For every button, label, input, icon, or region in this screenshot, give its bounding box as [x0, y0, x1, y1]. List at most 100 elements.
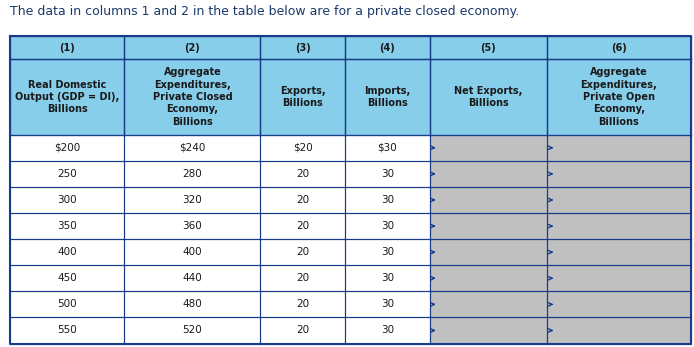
- Bar: [547, 318, 691, 344]
- Bar: [124, 318, 260, 344]
- Bar: [260, 36, 345, 59]
- Bar: [260, 213, 345, 239]
- Bar: [10, 36, 124, 59]
- Bar: [345, 187, 430, 213]
- Bar: [10, 265, 124, 291]
- Text: 350: 350: [58, 221, 77, 231]
- Text: 480: 480: [183, 299, 202, 310]
- Bar: [430, 265, 547, 291]
- Text: $20: $20: [293, 143, 312, 153]
- Bar: [430, 213, 547, 239]
- Text: 20: 20: [296, 325, 310, 336]
- Text: Aggregate
Expenditures,
Private Open
Economy,
Billions: Aggregate Expenditures, Private Open Eco…: [580, 67, 657, 127]
- Bar: [345, 291, 430, 318]
- Bar: [124, 291, 260, 318]
- Text: 450: 450: [58, 273, 77, 283]
- Text: (6): (6): [611, 43, 627, 53]
- Text: 440: 440: [183, 273, 202, 283]
- Text: (5): (5): [480, 43, 496, 53]
- Text: 20: 20: [296, 299, 310, 310]
- Bar: [124, 161, 260, 187]
- Bar: [547, 135, 691, 161]
- Text: 400: 400: [58, 247, 77, 257]
- Bar: [547, 161, 691, 187]
- Text: 20: 20: [296, 195, 310, 205]
- Text: 20: 20: [296, 247, 310, 257]
- Bar: [10, 135, 124, 161]
- Bar: [345, 161, 430, 187]
- Text: The data in columns 1 and 2 in the table below are for a private closed economy.: The data in columns 1 and 2 in the table…: [10, 5, 520, 18]
- Bar: [430, 187, 547, 213]
- Bar: [345, 265, 430, 291]
- Bar: [10, 239, 124, 265]
- Text: 360: 360: [183, 221, 202, 231]
- Text: 30: 30: [381, 169, 393, 179]
- Text: Exports,
Billions: Exports, Billions: [280, 86, 325, 108]
- Bar: [430, 36, 547, 59]
- Bar: [260, 59, 345, 135]
- Bar: [260, 265, 345, 291]
- Bar: [124, 36, 260, 59]
- Bar: [260, 135, 345, 161]
- Text: 500: 500: [58, 299, 77, 310]
- Bar: [124, 187, 260, 213]
- Bar: [547, 59, 691, 135]
- Text: 520: 520: [183, 325, 202, 336]
- Bar: [430, 318, 547, 344]
- Text: 250: 250: [58, 169, 77, 179]
- Text: 20: 20: [296, 273, 310, 283]
- Bar: [345, 36, 430, 59]
- Text: Aggregate
Expenditures,
Private Closed
Economy,
Billions: Aggregate Expenditures, Private Closed E…: [153, 67, 232, 127]
- Text: Real Domestic
Output (GDP = DI),
Billions: Real Domestic Output (GDP = DI), Billion…: [15, 80, 119, 115]
- Bar: [124, 239, 260, 265]
- Bar: [10, 59, 124, 135]
- Bar: [547, 187, 691, 213]
- Text: 550: 550: [58, 325, 77, 336]
- Text: Imports,
Billions: Imports, Billions: [364, 86, 410, 108]
- Text: Net Exports,
Billions: Net Exports, Billions: [454, 86, 523, 108]
- Bar: [260, 187, 345, 213]
- Bar: [10, 291, 124, 318]
- Text: 30: 30: [381, 247, 393, 257]
- Text: (2): (2): [185, 43, 201, 53]
- Bar: [260, 291, 345, 318]
- Text: (4): (4): [380, 43, 395, 53]
- Bar: [547, 213, 691, 239]
- Text: (1): (1): [60, 43, 75, 53]
- Text: 400: 400: [183, 247, 202, 257]
- Bar: [260, 318, 345, 344]
- Bar: [10, 213, 124, 239]
- Bar: [345, 135, 430, 161]
- Bar: [124, 135, 260, 161]
- Bar: [260, 239, 345, 265]
- Text: 320: 320: [183, 195, 202, 205]
- Text: $30: $30: [378, 143, 397, 153]
- Text: 300: 300: [58, 195, 77, 205]
- Bar: [10, 187, 124, 213]
- Bar: [547, 36, 691, 59]
- Bar: [10, 161, 124, 187]
- Text: 30: 30: [381, 273, 393, 283]
- Bar: [430, 59, 547, 135]
- Bar: [10, 318, 124, 344]
- Bar: [124, 59, 260, 135]
- Text: $240: $240: [179, 143, 205, 153]
- Bar: [124, 265, 260, 291]
- Bar: [547, 291, 691, 318]
- Text: $200: $200: [54, 143, 81, 153]
- Text: 20: 20: [296, 221, 310, 231]
- Bar: [124, 213, 260, 239]
- Bar: [345, 213, 430, 239]
- Bar: [430, 135, 547, 161]
- Text: (3): (3): [295, 43, 310, 53]
- Text: 280: 280: [183, 169, 202, 179]
- Bar: [260, 161, 345, 187]
- Text: 20: 20: [296, 169, 310, 179]
- Text: 30: 30: [381, 195, 393, 205]
- Bar: [345, 59, 430, 135]
- Bar: [547, 265, 691, 291]
- Bar: [430, 161, 547, 187]
- Bar: [547, 239, 691, 265]
- Text: 30: 30: [381, 221, 393, 231]
- Bar: [430, 239, 547, 265]
